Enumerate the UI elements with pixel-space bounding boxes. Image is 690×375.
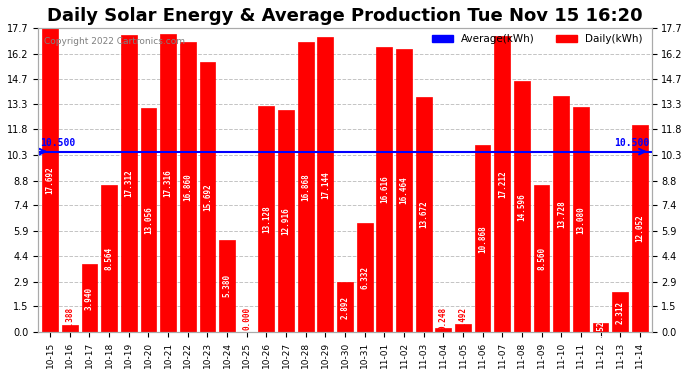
Bar (259, 106, 274, 332)
Bar (377, 46, 392, 332)
Text: 0.528: 0.528 (596, 316, 605, 339)
Bar (42, 28, 58, 332)
Text: 5.380: 5.380 (223, 274, 232, 297)
Text: 10.868: 10.868 (478, 225, 487, 253)
Bar (81, 264, 97, 332)
Text: 16.464: 16.464 (400, 177, 408, 204)
Bar (121, 34, 137, 332)
Text: 16.860: 16.860 (184, 173, 193, 201)
Title: Daily Solar Energy & Average Production Tue Nov 15 16:20: Daily Solar Energy & Average Production … (47, 7, 643, 25)
Text: 12.916: 12.916 (282, 207, 290, 235)
Bar (475, 145, 491, 332)
Text: 0.492: 0.492 (458, 306, 467, 330)
Bar (593, 323, 609, 332)
Bar (416, 97, 431, 332)
Text: 17.312: 17.312 (124, 170, 133, 197)
Text: 2.312: 2.312 (615, 301, 624, 324)
Text: 14.596: 14.596 (518, 193, 526, 220)
Bar (613, 292, 628, 332)
Bar (573, 107, 589, 332)
Bar (495, 36, 510, 332)
Bar (455, 324, 471, 332)
Bar (337, 282, 353, 332)
Bar (141, 108, 156, 332)
Text: 16.868: 16.868 (301, 173, 310, 201)
Text: 16.616: 16.616 (380, 176, 389, 203)
Text: 8.560: 8.560 (537, 247, 546, 270)
Text: 17.144: 17.144 (321, 171, 330, 199)
Bar (298, 42, 313, 332)
Text: 10.500: 10.500 (615, 138, 650, 148)
Bar (219, 240, 235, 332)
Text: 17.316: 17.316 (164, 170, 172, 197)
Text: 0.388: 0.388 (66, 306, 75, 330)
Text: 13.728: 13.728 (557, 200, 566, 228)
Text: 0.000: 0.000 (242, 306, 251, 330)
Text: 3.940: 3.940 (85, 286, 94, 310)
Bar (317, 38, 333, 332)
Text: Copyright 2022 Cartronics.com: Copyright 2022 Cartronics.com (44, 37, 186, 46)
Text: 13.128: 13.128 (262, 206, 271, 233)
Text: 12.052: 12.052 (635, 214, 644, 242)
Text: 10.500: 10.500 (40, 138, 75, 148)
Text: 2.892: 2.892 (340, 296, 350, 319)
Text: 13.080: 13.080 (576, 206, 585, 234)
Bar (180, 42, 195, 332)
Bar (632, 125, 648, 332)
Text: 0.248: 0.248 (439, 306, 448, 330)
Text: 15.692: 15.692 (203, 183, 212, 211)
Bar (435, 328, 451, 332)
Bar (553, 96, 569, 332)
Bar (199, 62, 215, 332)
Bar (396, 49, 412, 332)
Text: 6.332: 6.332 (360, 266, 369, 289)
Bar (62, 326, 77, 332)
Legend: Average(kWh), Daily(kWh): Average(kWh), Daily(kWh) (428, 30, 647, 48)
Text: 17.212: 17.212 (497, 170, 506, 198)
Bar (101, 185, 117, 332)
Bar (357, 223, 373, 332)
Text: 13.056: 13.056 (144, 206, 153, 234)
Bar (160, 34, 176, 332)
Bar (534, 185, 549, 332)
Bar (278, 110, 294, 332)
Text: 17.692: 17.692 (46, 166, 55, 194)
Bar (514, 81, 530, 332)
Text: 8.564: 8.564 (105, 247, 114, 270)
Text: 13.672: 13.672 (419, 201, 428, 228)
